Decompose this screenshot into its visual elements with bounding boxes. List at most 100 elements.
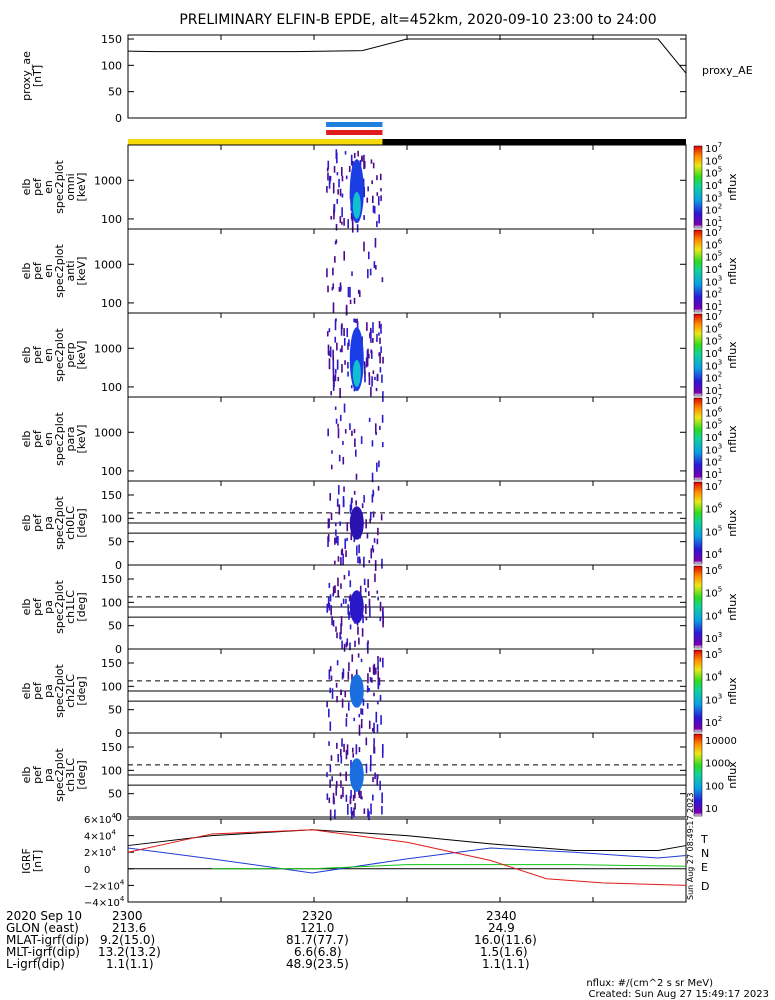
spectrogram-pixel bbox=[370, 338, 372, 343]
colorbar-label: nflux bbox=[726, 341, 739, 369]
colorbar-tick-label: 106 bbox=[705, 502, 723, 516]
spectrogram-pixel bbox=[332, 356, 335, 362]
spectrogram-pixel bbox=[354, 318, 357, 323]
spectrogram-pixel bbox=[341, 175, 344, 182]
flux-core bbox=[349, 506, 364, 540]
spectrogram-pixel bbox=[350, 807, 353, 815]
spectrogram-pixel bbox=[336, 498, 339, 507]
spectrogram-pixel bbox=[335, 682, 338, 688]
colorbar-tick-label: 105 bbox=[705, 418, 722, 432]
spectrogram-pixel bbox=[370, 386, 372, 397]
spectrogram-pixel bbox=[358, 713, 361, 718]
spectrogram-pixel bbox=[368, 591, 370, 596]
spectrogram-pixel bbox=[345, 550, 347, 558]
spectrogram-pixel bbox=[368, 353, 370, 359]
spectrogram-pixel bbox=[343, 251, 346, 261]
spectrogram-pixel bbox=[348, 612, 351, 618]
colorbar-label: nflux bbox=[726, 173, 739, 201]
legend-label: E bbox=[701, 861, 708, 874]
spectrogram-pixel bbox=[354, 788, 356, 799]
spectrogram-pixel bbox=[363, 556, 365, 568]
spectrogram-pixel bbox=[375, 431, 377, 436]
spectrogram-pixel bbox=[380, 715, 382, 725]
spectrogram-pixel bbox=[336, 695, 338, 703]
spectrogram-pixel bbox=[326, 701, 328, 708]
y-axis-label: elb bbox=[20, 683, 33, 700]
spectrogram-pixel bbox=[332, 586, 335, 595]
colorbar-tick-label: 105 bbox=[705, 250, 722, 264]
spectrogram-pixel bbox=[331, 776, 333, 782]
spectrogram-pixel bbox=[339, 632, 341, 640]
y-tick-label: 0 bbox=[115, 559, 122, 572]
spectrogram-pixel bbox=[329, 666, 332, 672]
spectrogram-pixel bbox=[335, 239, 338, 244]
spectrogram-pixel bbox=[341, 221, 343, 225]
colorbar-tick-label: 103 bbox=[705, 631, 722, 645]
legend-label: N bbox=[701, 847, 709, 860]
y-axis-label: elb bbox=[20, 767, 33, 784]
spectrogram-pixel bbox=[339, 772, 342, 777]
spectrogram-pixel bbox=[367, 579, 369, 588]
spectrogram-pixel bbox=[330, 675, 333, 681]
spectrogram-pixel bbox=[372, 794, 374, 801]
colorbar bbox=[693, 565, 703, 649]
spectrogram-pixel bbox=[329, 779, 331, 788]
y-axis-label: elb bbox=[20, 515, 33, 532]
spectrogram-pixel bbox=[365, 604, 367, 614]
spectrogram-pixel bbox=[328, 797, 331, 803]
spectrogram-pixel bbox=[354, 802, 356, 810]
spectrogram-pixel bbox=[380, 514, 383, 521]
spectrogram-pixel bbox=[379, 173, 382, 181]
spectrogram-pixel bbox=[355, 473, 358, 480]
spectrogram-pixel bbox=[342, 496, 345, 507]
spectrogram-pixel bbox=[343, 574, 346, 580]
spectrogram-pixel bbox=[376, 462, 378, 472]
spectrogram-pixel bbox=[350, 790, 352, 799]
spectrogram-pixel bbox=[345, 718, 348, 727]
spectrogram-pixel bbox=[369, 268, 372, 276]
spectrogram-pixel bbox=[337, 428, 340, 439]
ephem-value: 16.0(11.6) bbox=[474, 933, 537, 947]
spectrogram-pixel bbox=[366, 197, 369, 203]
y-axis-label: [nT] bbox=[31, 850, 44, 872]
y-tick-label: 100 bbox=[101, 59, 122, 72]
spectrogram-pixel bbox=[336, 342, 338, 351]
spectrogram-pixel bbox=[378, 320, 381, 329]
y-axis-label: spec2plot bbox=[53, 496, 66, 550]
colorbar-tick-label: 107 bbox=[705, 309, 722, 323]
spectrogram-pixel bbox=[372, 205, 375, 213]
spectrogram-pixel bbox=[346, 537, 348, 542]
spectrogram-pixel bbox=[374, 560, 377, 571]
spectrogram-pixel bbox=[380, 346, 382, 353]
spectrogram-pixel bbox=[353, 318, 355, 323]
y-tick-label: 100 bbox=[101, 297, 122, 310]
spectrogram-pixel bbox=[371, 195, 374, 204]
spectrogram-pixel bbox=[345, 306, 348, 316]
y-tick-label: 50 bbox=[108, 788, 122, 801]
spectrogram-pixel bbox=[368, 720, 371, 729]
spectrogram-pixel bbox=[379, 694, 382, 701]
spectrogram-pixel bbox=[350, 533, 353, 541]
spectrogram-pixel bbox=[377, 196, 380, 206]
spectrogram-pixel bbox=[371, 440, 374, 447]
spectrogram-pixel bbox=[377, 527, 379, 536]
y-axis-label: ch3LC bbox=[64, 758, 77, 792]
spectrogram-pixel bbox=[365, 763, 368, 774]
spectrogram-pixel bbox=[374, 772, 376, 780]
spectrogram-pixel bbox=[329, 346, 332, 358]
spectrogram-pixel bbox=[328, 669, 331, 680]
spectrogram-pixel bbox=[339, 216, 342, 223]
spectrogram-pixel bbox=[355, 744, 358, 755]
spectrogram-pixel bbox=[326, 186, 328, 193]
spectrogram-pixel bbox=[379, 352, 381, 364]
spectrogram-pixel bbox=[337, 556, 340, 562]
y-tick-label: −4×104 bbox=[84, 895, 125, 909]
y-axis-label: [keV] bbox=[75, 173, 88, 202]
spectrogram-pixel bbox=[334, 537, 336, 545]
time-axis bbox=[127, 35, 687, 902]
spectrogram-pixel bbox=[341, 738, 343, 747]
date-label: 2020 Sep 10 bbox=[6, 909, 83, 923]
y-tick-label: 150 bbox=[101, 573, 122, 586]
